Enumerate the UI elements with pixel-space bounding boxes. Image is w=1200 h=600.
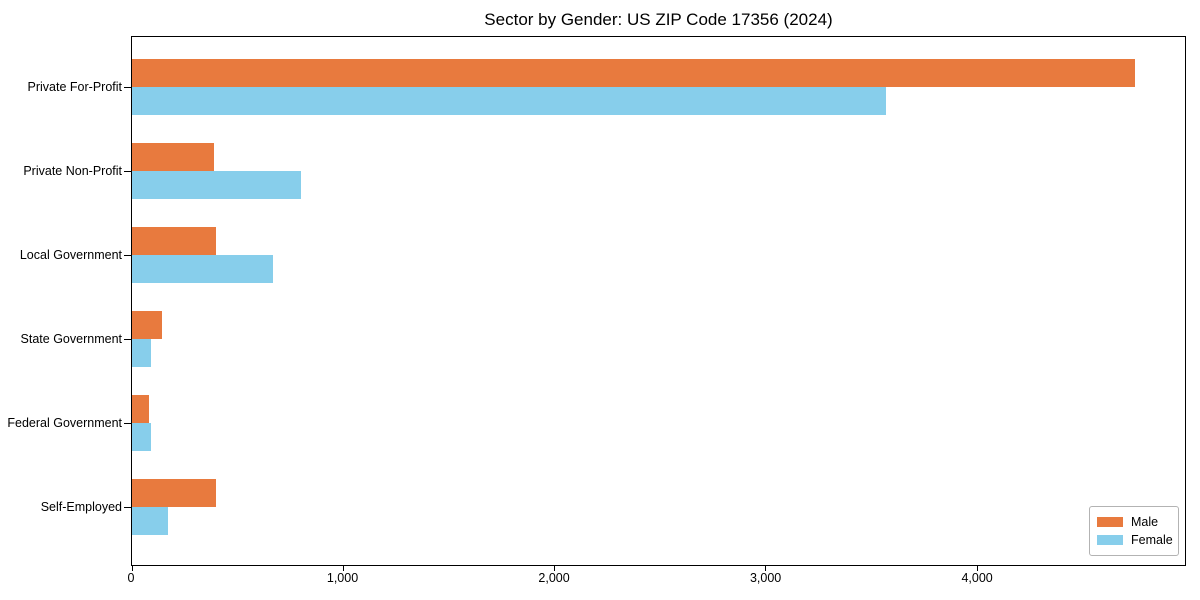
bar-male-4 [132, 395, 149, 423]
x-axis-tick-label-4: 4,000 [961, 571, 993, 585]
bar-male-2 [132, 227, 217, 255]
x-tick-mark-2 [554, 565, 556, 571]
bar-female-5 [132, 507, 168, 535]
bar-female-3 [132, 339, 151, 367]
x-axis-tick-label-2: 2,000 [538, 571, 570, 585]
y-axis-label-5: Self-Employed [40, 500, 122, 514]
x-tick-mark-4 [976, 565, 978, 571]
legend-swatch-male [1097, 517, 1123, 527]
legend-entry-female: Female [1097, 531, 1173, 549]
legend-label-female: Female [1131, 533, 1173, 547]
y-axis-labels: Private For-Profit Private Non-Profit Loca… [0, 36, 122, 566]
x-axis-labels: 0 1,000 2,000 3,000 4,000 [127, 571, 1186, 591]
y-tick-mark-3 [124, 339, 131, 340]
y-tick-mark-4 [124, 423, 131, 424]
legend-entry-male: Male [1097, 513, 1171, 531]
plot-area [124, 36, 1186, 571]
x-axis-tick-label-0: 0 [127, 571, 135, 585]
y-axis-label-1: Private Non-Profit [23, 164, 122, 178]
bar-male-3 [132, 311, 162, 339]
bar-male-0 [132, 59, 1135, 87]
y-axis-label-4: Federal Government [7, 416, 122, 430]
x-tick-mark-1 [343, 565, 345, 571]
chart-title: Sector by Gender: US ZIP Code 17356 (202… [484, 10, 833, 29]
legend-swatch-female [1097, 535, 1123, 545]
y-axis-label-2: Local Government [19, 248, 122, 262]
x-tick-mark-3 [765, 565, 767, 571]
y-tick-mark-2 [124, 255, 131, 256]
bar-female-0 [132, 87, 886, 115]
bar-male-5 [132, 479, 217, 507]
x-axis-tick-label-3: 3,000 [749, 571, 782, 585]
y-axis-label-0: Private For-Profit [27, 80, 122, 94]
bar-female-1 [132, 171, 301, 199]
x-tick-mark-0 [132, 565, 133, 571]
x-axis-tick-label-1: 1,000 [326, 571, 359, 585]
legend-label-male: Male [1131, 515, 1159, 529]
legend: Male Female [1089, 506, 1179, 556]
bar-male-1 [132, 143, 215, 171]
y-axis-label-3: State Government [20, 332, 122, 346]
y-tick-mark-0 [124, 87, 131, 88]
y-tick-mark-5 [124, 507, 131, 508]
bar-female-2 [132, 255, 274, 283]
bar-female-4 [132, 423, 151, 451]
y-tick-mark-1 [124, 171, 131, 172]
